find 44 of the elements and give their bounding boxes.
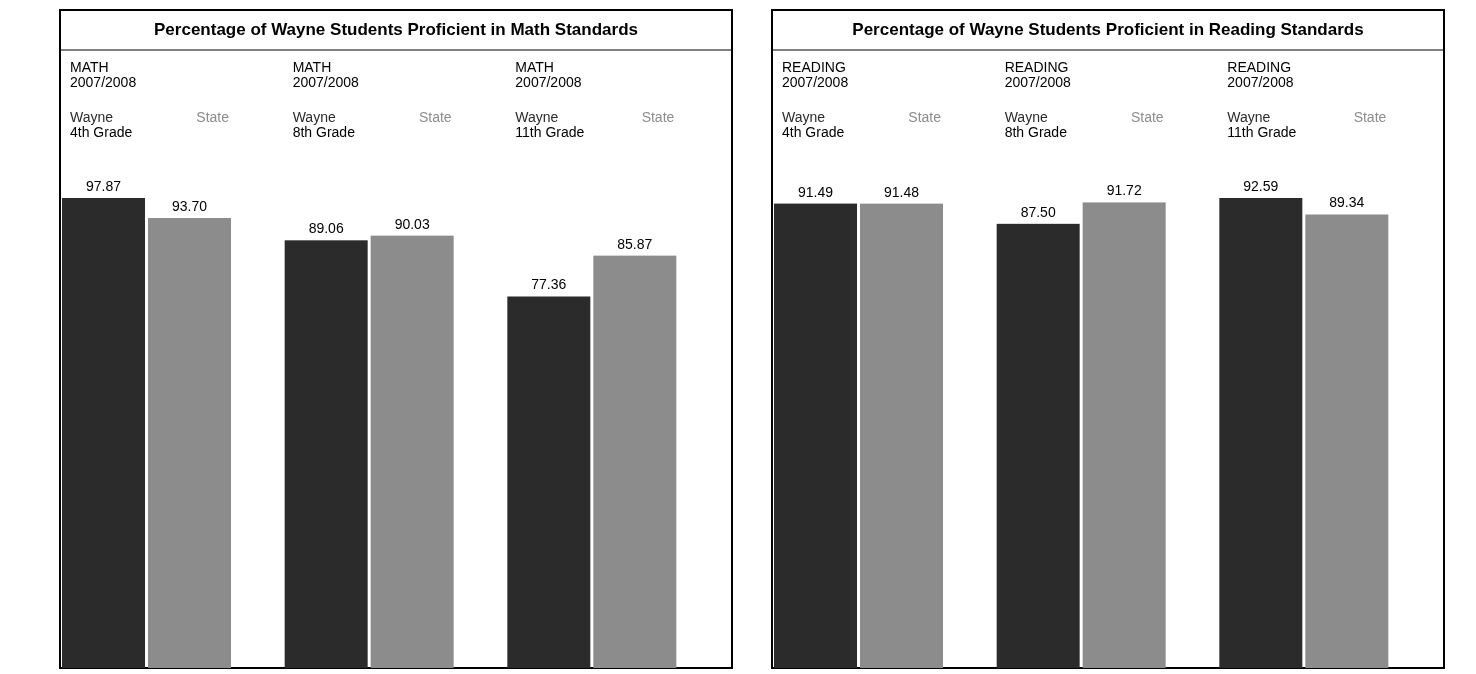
data-label: 89.34 (1329, 194, 1365, 211)
bar (507, 296, 591, 668)
x-tick-label: 4th Grade (782, 124, 845, 140)
text: State (196, 109, 230, 125)
x-tick-label: 8th Grade (292, 124, 356, 140)
data-label: 91.48 (883, 183, 920, 200)
text: State (1353, 109, 1387, 125)
text: Wayne (782, 109, 826, 125)
x-tick-label: 11th Grade (1227, 124, 1297, 140)
text: Wayne (515, 109, 559, 125)
bar (370, 235, 454, 668)
text: READING 2007/2008 (1227, 59, 1294, 90)
text: READING 2007/2008 (1004, 59, 1072, 90)
text: Wayne (70, 109, 114, 125)
data-label: 91.49 (797, 183, 834, 200)
text: Wayne (1227, 109, 1271, 125)
data-label: 85.87 (617, 235, 653, 252)
chart-title: Percentage of Wayne Students Proficient in Math Standards (154, 20, 638, 39)
data-label: 90.03 (394, 215, 430, 232)
bar (148, 218, 231, 668)
chart-title: Percentage of Wayne Students Proficient in Reading Standards (852, 20, 1364, 39)
data-label: 93.70 (171, 198, 208, 215)
data-label: 77.36 (531, 276, 567, 293)
data-label: 97.87 (85, 178, 122, 194)
bar (284, 240, 368, 668)
text: State (1130, 109, 1164, 125)
x-tick-label: 11th Grade (515, 124, 585, 140)
data-label: 87.50 (1020, 203, 1056, 220)
bar (593, 255, 677, 668)
text: MATH 2007/2008 (292, 59, 360, 90)
data-label: 92.59 (1243, 178, 1279, 194)
text: State (908, 109, 941, 125)
x-tick-label: 4th Grade (70, 124, 133, 140)
x-tick-label: 8th Grade (1004, 124, 1068, 140)
text: MATH 2007/2008 (70, 59, 137, 90)
data-label: 91.72 (1106, 182, 1142, 199)
text: State (641, 109, 675, 125)
text: MATH 2007/2008 (515, 59, 582, 90)
data-label: 89.06 (308, 220, 344, 237)
text: Wayne (292, 109, 336, 125)
text: READING 2007/2008 (782, 59, 849, 90)
text: Wayne (1004, 109, 1048, 125)
text: State (418, 109, 452, 125)
bar (62, 198, 145, 668)
